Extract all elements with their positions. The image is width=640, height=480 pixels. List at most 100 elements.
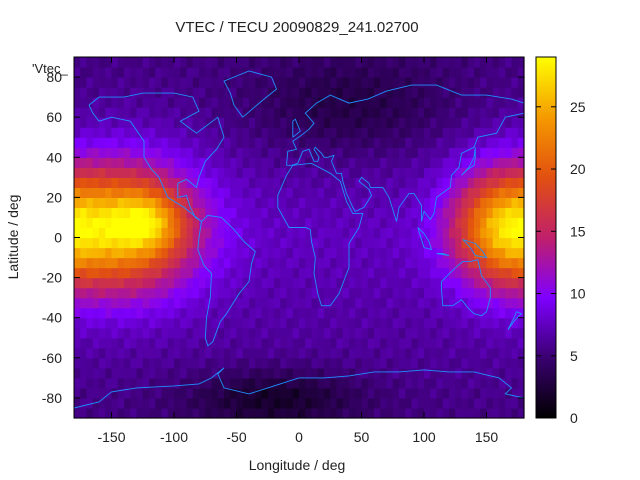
heatmap-cell xyxy=(392,107,400,118)
heatmap-cell xyxy=(117,327,125,339)
heatmap-cell xyxy=(392,77,400,88)
heatmap-cell xyxy=(486,107,494,118)
heatmap-cell xyxy=(505,297,513,309)
heatmap-cell xyxy=(349,267,356,279)
heatmap-cell xyxy=(74,387,81,399)
heatmap-cell xyxy=(355,277,363,289)
heatmap-cell xyxy=(111,187,119,198)
heatmap-cell xyxy=(142,317,150,329)
heatmap-cell xyxy=(205,397,213,409)
heatmap-cell xyxy=(380,97,388,108)
heatmap-cell xyxy=(374,167,381,178)
heatmap-cell xyxy=(361,297,369,309)
heatmap-cell xyxy=(386,107,394,118)
heatmap-cell xyxy=(167,327,175,339)
coastline xyxy=(462,239,488,259)
heatmap-cell xyxy=(455,57,463,68)
heatmap-cell xyxy=(261,77,269,88)
heatmap-cell xyxy=(280,97,288,108)
heatmap-cell xyxy=(274,147,281,158)
heatmap-cell xyxy=(236,367,244,379)
heatmap-cell xyxy=(474,277,481,289)
heatmap-cell xyxy=(174,367,181,379)
heatmap-cell xyxy=(230,97,238,108)
heatmap-cell xyxy=(230,367,238,379)
heatmap-cell xyxy=(230,157,238,168)
heatmap-cell xyxy=(92,367,100,379)
heatmap-cell xyxy=(155,277,163,289)
heatmap-cell xyxy=(92,277,100,289)
heatmap-cell xyxy=(242,377,250,389)
heatmap-cell xyxy=(436,137,444,148)
heatmap-cell xyxy=(142,377,150,389)
heatmap-cell xyxy=(430,277,438,289)
heatmap-cell xyxy=(442,287,450,299)
heatmap-cell xyxy=(117,377,125,389)
heatmap-cell xyxy=(355,257,363,269)
heatmap-cell xyxy=(261,187,269,198)
heatmap-cell xyxy=(342,387,350,399)
heatmap-cell xyxy=(505,117,513,128)
heatmap-cell xyxy=(330,187,338,198)
heatmap-cell xyxy=(317,217,325,229)
heatmap-cell xyxy=(142,397,150,409)
heatmap-cell xyxy=(292,117,300,128)
heatmap-cell xyxy=(436,387,444,399)
heatmap-cell xyxy=(261,117,269,128)
heatmap-cell xyxy=(192,357,200,369)
heatmap-cell xyxy=(286,317,294,329)
heatmap-cell xyxy=(474,347,481,359)
heatmap-cell xyxy=(392,287,400,299)
heatmap-cell xyxy=(86,217,94,229)
coastline xyxy=(461,147,476,176)
heatmap-cell xyxy=(411,207,419,219)
heatmap-cell xyxy=(517,347,525,359)
heatmap-cell xyxy=(305,347,313,359)
heatmap-cell xyxy=(317,67,325,78)
heatmap-cell xyxy=(99,157,106,168)
heatmap-cell xyxy=(167,377,175,389)
heatmap-cell xyxy=(461,367,469,379)
heatmap-cell xyxy=(336,117,344,128)
heatmap-cell xyxy=(142,337,150,349)
heatmap-cell xyxy=(86,157,94,168)
heatmap-cell xyxy=(130,117,138,128)
heatmap-cell xyxy=(230,387,238,399)
heatmap-cell xyxy=(267,227,275,239)
heatmap-cell xyxy=(99,177,106,188)
heatmap-cell xyxy=(405,57,413,68)
heatmap-cell xyxy=(267,347,275,359)
heatmap-cell xyxy=(430,187,438,198)
heatmap-cell xyxy=(367,367,375,379)
heatmap-cell xyxy=(224,207,231,219)
heatmap-cell xyxy=(449,237,456,249)
heatmap-cell xyxy=(399,217,406,229)
heatmap-cell xyxy=(499,387,506,399)
heatmap-cell xyxy=(461,407,469,419)
heatmap-cell xyxy=(117,387,125,399)
heatmap-cell xyxy=(399,257,406,269)
heatmap-cell xyxy=(411,287,419,299)
heatmap-cell xyxy=(474,107,481,118)
heatmap-cell xyxy=(192,327,200,339)
heatmap-cell xyxy=(480,57,488,68)
heatmap-cell xyxy=(311,287,319,299)
heatmap-cell xyxy=(117,257,125,269)
heatmap-cell xyxy=(230,87,238,98)
heatmap-cell xyxy=(136,247,144,259)
heatmap-cell xyxy=(486,67,494,78)
heatmap-cell xyxy=(424,187,431,198)
heatmap-cell xyxy=(230,77,238,88)
heatmap-cell xyxy=(405,377,413,389)
heatmap-cell xyxy=(211,107,219,118)
heatmap-cell xyxy=(349,277,356,289)
heatmap-cell xyxy=(205,407,213,419)
heatmap-cell xyxy=(186,147,194,158)
heatmap-cell xyxy=(311,77,319,88)
heatmap-cell xyxy=(155,147,163,158)
heatmap-cell xyxy=(74,117,81,128)
heatmap-cell xyxy=(311,337,319,349)
heatmap-cell xyxy=(142,77,150,88)
heatmap-cell xyxy=(124,157,131,168)
heatmap-cell xyxy=(499,317,506,329)
